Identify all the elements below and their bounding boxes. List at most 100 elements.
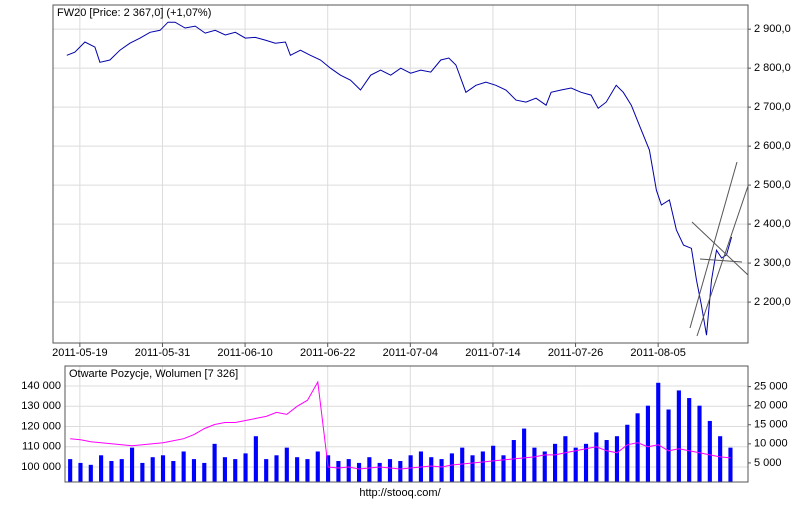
volume-bar [687,398,692,482]
y2-tick-label: 10 000 [754,438,788,450]
volume-bar [583,443,589,482]
y2-tick-label: 25 000 [754,381,788,393]
volume-bar [625,424,630,482]
volume-bar [491,445,496,482]
volume-bar [408,455,413,482]
y-tick-label: 100 000 [21,461,61,473]
y-tick-label: 2 400,0 [754,218,791,230]
volume-bar [676,390,681,482]
x-tick-label: 2011-05-19 [52,347,107,359]
volume-bar [284,447,289,482]
volume-bar [449,453,454,482]
volume-bar [718,436,723,482]
volume-bar [470,455,475,482]
chart-title: Otwarte Pozycje, Wolumen [7 326] [69,368,238,380]
volume-bar [398,461,403,482]
y-tick-label: 2 200,0 [754,296,791,308]
volume-bar [315,451,320,482]
y-tick-label: 2 500,0 [754,179,791,191]
trend-line [691,221,749,276]
trend-line [689,161,738,329]
y-tick-label: 2 600,0 [754,140,791,152]
x-tick-label: 2011-06-10 [217,347,272,359]
volume-frame [64,365,749,483]
volume-bar [119,459,124,482]
volume-bar [656,382,661,482]
y2-tick-label: 15 000 [754,419,788,431]
y-tick-label: 130 000 [21,400,61,412]
y-tick-label: 2 800,0 [754,62,791,74]
volume-bar [553,443,558,482]
price-frame [52,4,749,344]
volume-bar [439,459,444,482]
volume-bar [573,447,578,482]
volume-bar [326,455,331,482]
volume-bar [243,453,248,482]
volume-bar [429,457,434,482]
volume-bar [212,443,217,482]
volume-bar [99,455,104,482]
y-tick-label: 2 300,0 [754,257,791,269]
volume-bar [222,457,227,482]
volume-bar [480,451,485,482]
volume-bar [295,457,300,482]
x-tick-label: 2011-07-26 [548,347,603,359]
y-tick-label: 110 000 [22,441,61,453]
volume-bar [88,464,93,482]
footer: http://stooq.com/ [359,487,441,499]
volume-bar [171,461,176,482]
volume-bar [501,455,506,482]
volume-bar [253,436,258,482]
volume-bar [78,462,83,482]
trend-line [699,258,743,263]
x-tick-label: 2011-07-04 [383,347,438,359]
volume-bar [522,428,527,482]
volume-bar [274,455,279,482]
volume-bar [511,440,516,482]
volume-bar [264,459,269,482]
volume-bar [563,436,568,482]
volume-bar [181,451,186,482]
volume-bar [697,405,702,482]
volume-bar [377,462,382,482]
volume-bar [109,461,114,482]
volume-bar [728,447,733,482]
x-tick-label: 2011-08-05 [630,347,685,359]
volume-bar [129,447,135,482]
volume-bar [645,405,650,482]
volume-bar [233,459,238,482]
plot-layer: 2 200,0 2 300,0 2 400,0 2 500,0 2 600,0 2 700… [21,5,791,482]
volume-bar [594,432,599,482]
volume-bar [614,436,620,482]
y2-tick-label: 20 000 [754,400,788,412]
volume-bar [305,459,310,482]
price-line [66,21,733,336]
volume-bar [160,455,166,482]
volume-bar [635,413,640,482]
x-tick-label: 2011-07-14 [465,347,520,359]
chart-title: FW20 [Price: 2 367,0] (+1,07%) [57,7,211,19]
volume-bar [604,440,609,482]
volume-bar [140,462,145,482]
volume-bar [346,459,351,482]
volume-bar [202,462,207,482]
volume-bar [336,461,341,482]
volume-bar [707,420,712,482]
volume-bar [542,451,547,482]
volume-bar [367,457,372,482]
y-tick-label: 120 000 [21,420,61,432]
y-tick-label: 140 000 [21,380,61,392]
volume-bar [150,457,155,482]
volume-bar [460,447,465,482]
x-tick-label: 2011-06-22 [300,347,355,359]
x-tick-label: 2011-05-31 [135,347,190,359]
volume-bar [387,459,393,482]
volume-bar [191,459,197,482]
volume-bar [68,459,73,482]
y-tick-label: 2 700,0 [754,101,791,113]
y2-tick-label: 5 000 [754,457,782,469]
volume-bar [356,462,362,482]
open-interest-line [70,380,731,470]
